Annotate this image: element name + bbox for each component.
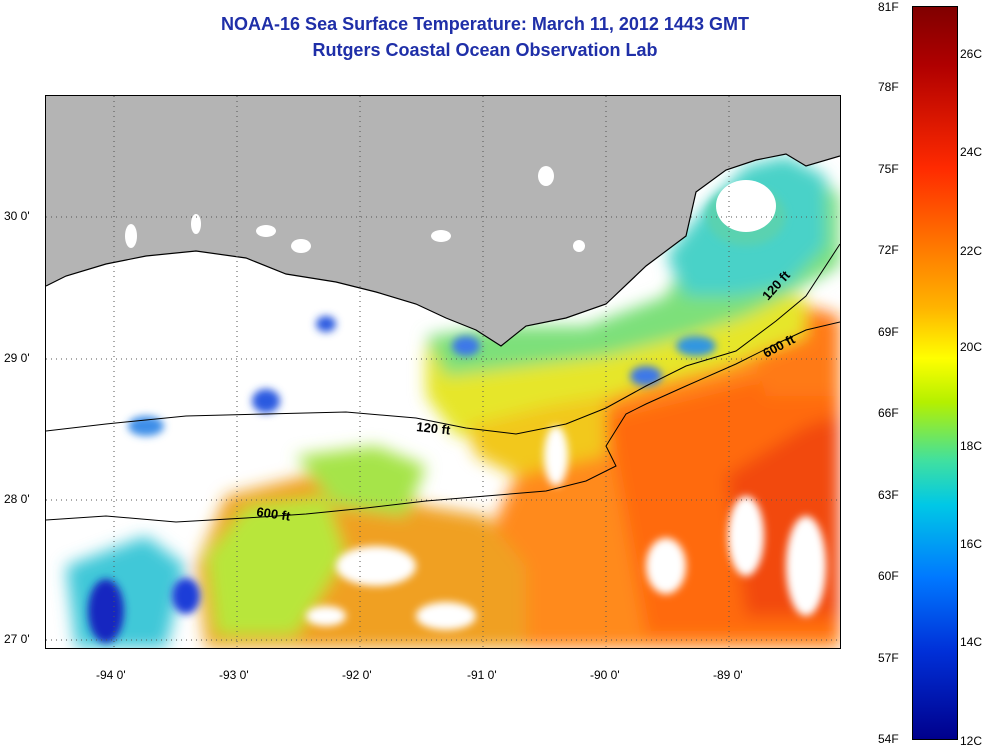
colorbar-c-label: 16C bbox=[960, 537, 983, 551]
sst-field bbox=[66, 156, 840, 648]
colorbar-c-label: 24C bbox=[960, 145, 983, 159]
colorbar-f-label: 54F bbox=[878, 732, 899, 746]
colorbar-c-label: 18C bbox=[960, 439, 983, 453]
contour-label: 600 ft bbox=[256, 504, 292, 524]
lon-label: -90 0' bbox=[590, 668, 620, 682]
lon-label: -93 0' bbox=[219, 668, 249, 682]
colorbar-f-label: 69F bbox=[878, 325, 899, 339]
lat-label: 28 0' bbox=[4, 492, 30, 506]
sst-map-image: 120 ft 600 ft 120 ft 600 ft bbox=[46, 96, 840, 648]
lat-lon-grid bbox=[46, 96, 840, 648]
contour-120ft bbox=[46, 243, 840, 435]
colorbar-f-label: 60F bbox=[878, 569, 899, 583]
map-title: NOAA-16 Sea Surface Temperature: March 1… bbox=[221, 14, 749, 34]
lakes bbox=[125, 166, 776, 253]
colorbar-f-label: 75F bbox=[878, 162, 899, 176]
colorbar-f-label: 72F bbox=[878, 243, 899, 257]
sst-map: 120 ft 600 ft 120 ft 600 ft bbox=[45, 95, 841, 649]
colorbar-f-label: 57F bbox=[878, 651, 899, 665]
contour-label: 120 ft bbox=[416, 419, 452, 438]
colorbar-c-label: 14C bbox=[960, 635, 983, 649]
lat-label: 29 0' bbox=[4, 351, 30, 365]
colorbar-f-label: 66F bbox=[878, 406, 899, 420]
lon-label: -92 0' bbox=[342, 668, 372, 682]
colorbar-f-label: 63F bbox=[878, 488, 899, 502]
lat-label: 27 0' bbox=[4, 632, 30, 646]
colorbar-f-label: 78F bbox=[878, 80, 899, 94]
lon-label: -91 0' bbox=[467, 668, 497, 682]
contour-600ft bbox=[46, 321, 840, 523]
colorbar-c-label: 20C bbox=[960, 340, 983, 354]
colorbar-c-label: 22C bbox=[960, 244, 983, 258]
lat-label: 30 0' bbox=[4, 209, 30, 223]
colorbar-c-label: 26C bbox=[960, 47, 983, 61]
land-mass bbox=[46, 96, 840, 346]
map-subtitle: Rutgers Coastal Ocean Observation Lab bbox=[312, 40, 658, 60]
colorbar-f-label: 81F bbox=[878, 0, 899, 14]
temperature-colorbar bbox=[912, 6, 958, 740]
lon-label: -89 0' bbox=[713, 668, 743, 682]
colorbar-c-label: 12C bbox=[960, 734, 983, 748]
lon-label: -94 0' bbox=[96, 668, 126, 682]
